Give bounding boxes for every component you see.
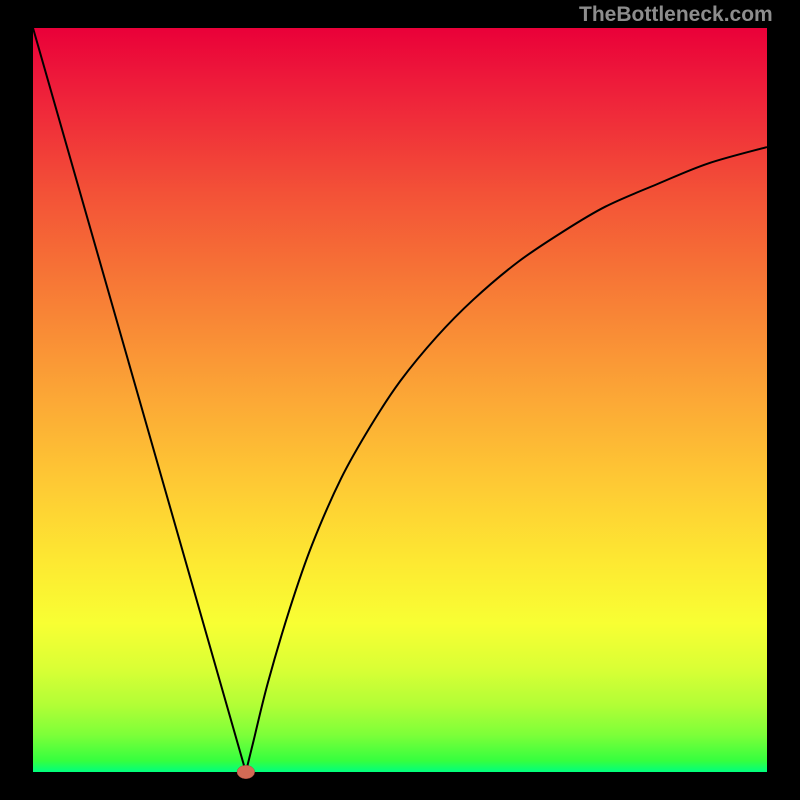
bottleneck-curve xyxy=(33,28,767,772)
min-marker xyxy=(237,765,255,778)
chart-container: TheBottleneck.com xyxy=(0,0,800,800)
curve-layer xyxy=(0,0,800,800)
watermark: TheBottleneck.com xyxy=(579,3,773,27)
